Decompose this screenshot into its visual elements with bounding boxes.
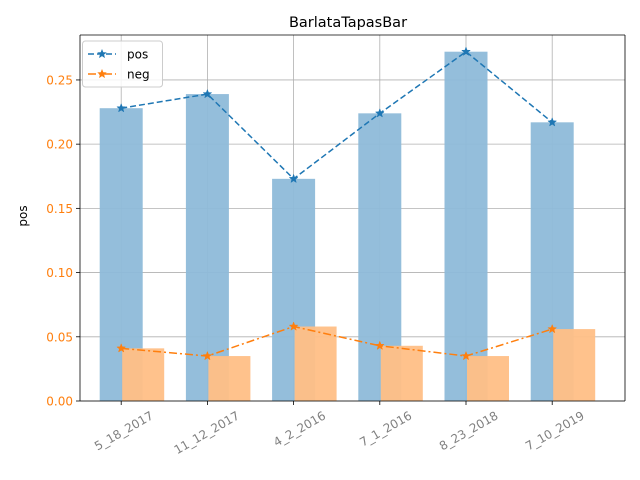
bars bbox=[99, 51, 596, 402]
bar-neg bbox=[208, 356, 251, 401]
marker-neg bbox=[461, 350, 471, 361]
legend-marker-pos bbox=[97, 48, 107, 59]
marker-pos bbox=[461, 46, 471, 56]
x-tick-label: 7_10_2019 bbox=[523, 408, 587, 453]
marker-neg bbox=[374, 340, 385, 350]
x-tick-label: 8_23_2018 bbox=[437, 408, 501, 453]
bar-neg bbox=[294, 326, 337, 401]
y-tick-label: 0.10 bbox=[46, 266, 73, 280]
x-tick-label: 5_18_2017 bbox=[92, 408, 156, 453]
legend-marker-neg bbox=[97, 68, 107, 79]
x-tick-label: 7_1_2016 bbox=[357, 408, 414, 449]
line-neg bbox=[121, 325, 553, 357]
bar-pos bbox=[185, 94, 229, 402]
marker-neg bbox=[288, 321, 299, 331]
marker-pos bbox=[116, 102, 127, 113]
marker-pos bbox=[288, 173, 299, 184]
y-tick-label: 0.25 bbox=[46, 73, 73, 87]
legend-label-pos: pos bbox=[127, 48, 148, 62]
chart-title: BarlataTapasBar bbox=[289, 15, 407, 31]
marker-pos bbox=[202, 88, 213, 99]
y-tick-label: 0.20 bbox=[46, 138, 73, 152]
y-tick-label: 0.15 bbox=[46, 202, 73, 216]
legend-box bbox=[82, 40, 163, 88]
bar-neg bbox=[553, 329, 596, 401]
x-tick-label: 11_12_2017 bbox=[172, 408, 242, 457]
y-tick-label: 0.00 bbox=[46, 395, 73, 409]
series-lines bbox=[116, 46, 558, 361]
marker-pos bbox=[547, 117, 558, 127]
y-tick-label: 0.05 bbox=[46, 330, 73, 344]
marker-neg bbox=[202, 350, 213, 361]
bar-neg bbox=[122, 348, 165, 401]
bar-neg bbox=[467, 356, 509, 401]
axes bbox=[76, 34, 626, 405]
marker-neg bbox=[116, 343, 127, 353]
y-axis-label: pos bbox=[16, 205, 30, 226]
marker-neg bbox=[547, 323, 558, 334]
marker-pos bbox=[374, 108, 385, 118]
bar-pos bbox=[444, 51, 488, 402]
line-pos bbox=[121, 50, 553, 180]
legend: pos neg bbox=[82, 40, 163, 88]
x-tick-label: 4_2_2016 bbox=[271, 408, 328, 449]
legend-label-neg: neg bbox=[127, 68, 150, 82]
bar-neg bbox=[380, 345, 423, 401]
